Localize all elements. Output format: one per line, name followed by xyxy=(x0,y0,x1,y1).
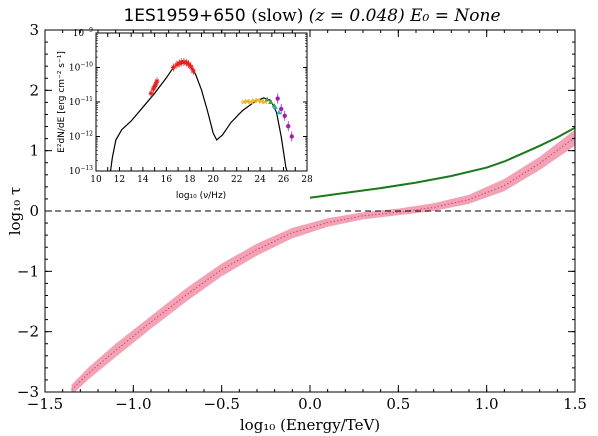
sed-point-vhe xyxy=(289,134,294,139)
sed-point-green xyxy=(268,99,274,104)
inset-axes-ticks: 10 12 14 16 18 20 22 24 26 28 10−13 10−12 10−11 10−10… xyxy=(69,27,313,185)
inset-x-tick-label: 24 xyxy=(254,175,266,185)
x-tick-label: 0.0 xyxy=(298,395,322,413)
inset-x-tick-label: 26 xyxy=(278,175,290,185)
y-tick-label: 1 xyxy=(29,142,39,160)
y-tick-label: 3 xyxy=(29,21,39,39)
x-tick-label: −1.5 xyxy=(27,395,63,413)
sed-point-green xyxy=(264,96,270,102)
y-tick-label: −1 xyxy=(17,262,39,280)
x-tick-label: 1.5 xyxy=(563,395,587,413)
inset-x-tick-label: 16 xyxy=(161,175,173,185)
sed-point-vhe xyxy=(282,113,287,119)
inset-x-axis-label: log₁₀ (ν/Hz) xyxy=(176,191,226,201)
y-axis-label: log₁₀ τ xyxy=(6,187,24,236)
inset-y-tick-label: 10−11 xyxy=(69,96,93,108)
y-tick-label: −2 xyxy=(17,323,39,341)
inset-x-tick-label: 22 xyxy=(231,175,242,185)
x-tick-label: 1.0 xyxy=(475,395,499,413)
inset-y-tick-label: 10−9 xyxy=(73,27,93,39)
inset-x-tick-label: 10 xyxy=(90,175,102,185)
tau-line xyxy=(309,126,575,199)
inset-x-tick-label: 14 xyxy=(137,175,149,185)
inset-plot: 10 12 14 16 18 20 22 24 26 28 10−13 10−12 10−11 10−10… xyxy=(57,27,313,201)
inset-x-tick-label: 12 xyxy=(114,175,125,185)
inset-data xyxy=(109,57,294,171)
y-tick-label: 2 xyxy=(29,81,39,99)
x-axis-label: log₁₀ (Energy/TeV) xyxy=(240,416,380,434)
x-tick-label: 0.5 xyxy=(386,395,410,413)
sed-point-vhe xyxy=(279,106,284,112)
sed-point-vhe xyxy=(275,96,280,101)
title-qualifier: (slow) xyxy=(251,6,303,26)
y-tick-label: 0 xyxy=(29,202,39,220)
inset-background xyxy=(96,33,307,171)
inset-y-tick-label: 10−12 xyxy=(69,131,93,143)
inset-x-tick-label: 20 xyxy=(207,175,219,185)
sed-point-cyan xyxy=(272,104,278,110)
sed-point-vhe xyxy=(286,123,291,129)
inset-y-axis-label: E²dN/dE [erg cm⁻² s⁻¹] xyxy=(57,51,67,153)
inset-x-tick-label: 28 xyxy=(301,175,313,185)
inset-y-tick-label: 10−10 xyxy=(69,62,93,74)
x-tick-label: −1.0 xyxy=(115,395,151,413)
y-tick-label: −3 xyxy=(17,383,39,401)
x-tick-label: −0.5 xyxy=(203,395,239,413)
chart-title: 1ES1959+650 (slow) (z = 0.048) E₀ = None xyxy=(123,6,500,26)
inset-x-tick-label: 18 xyxy=(184,175,196,185)
title-redshift: (z = 0.048) xyxy=(309,6,405,26)
inset-y-tick-label: 10−13 xyxy=(69,165,93,177)
median-dotted-line xyxy=(71,136,575,390)
sed-point-cyan xyxy=(276,109,282,115)
title-energy: E₀ = None xyxy=(409,6,500,26)
main-plot-data xyxy=(45,126,575,392)
title-source: 1ES1959+650 xyxy=(123,6,245,26)
